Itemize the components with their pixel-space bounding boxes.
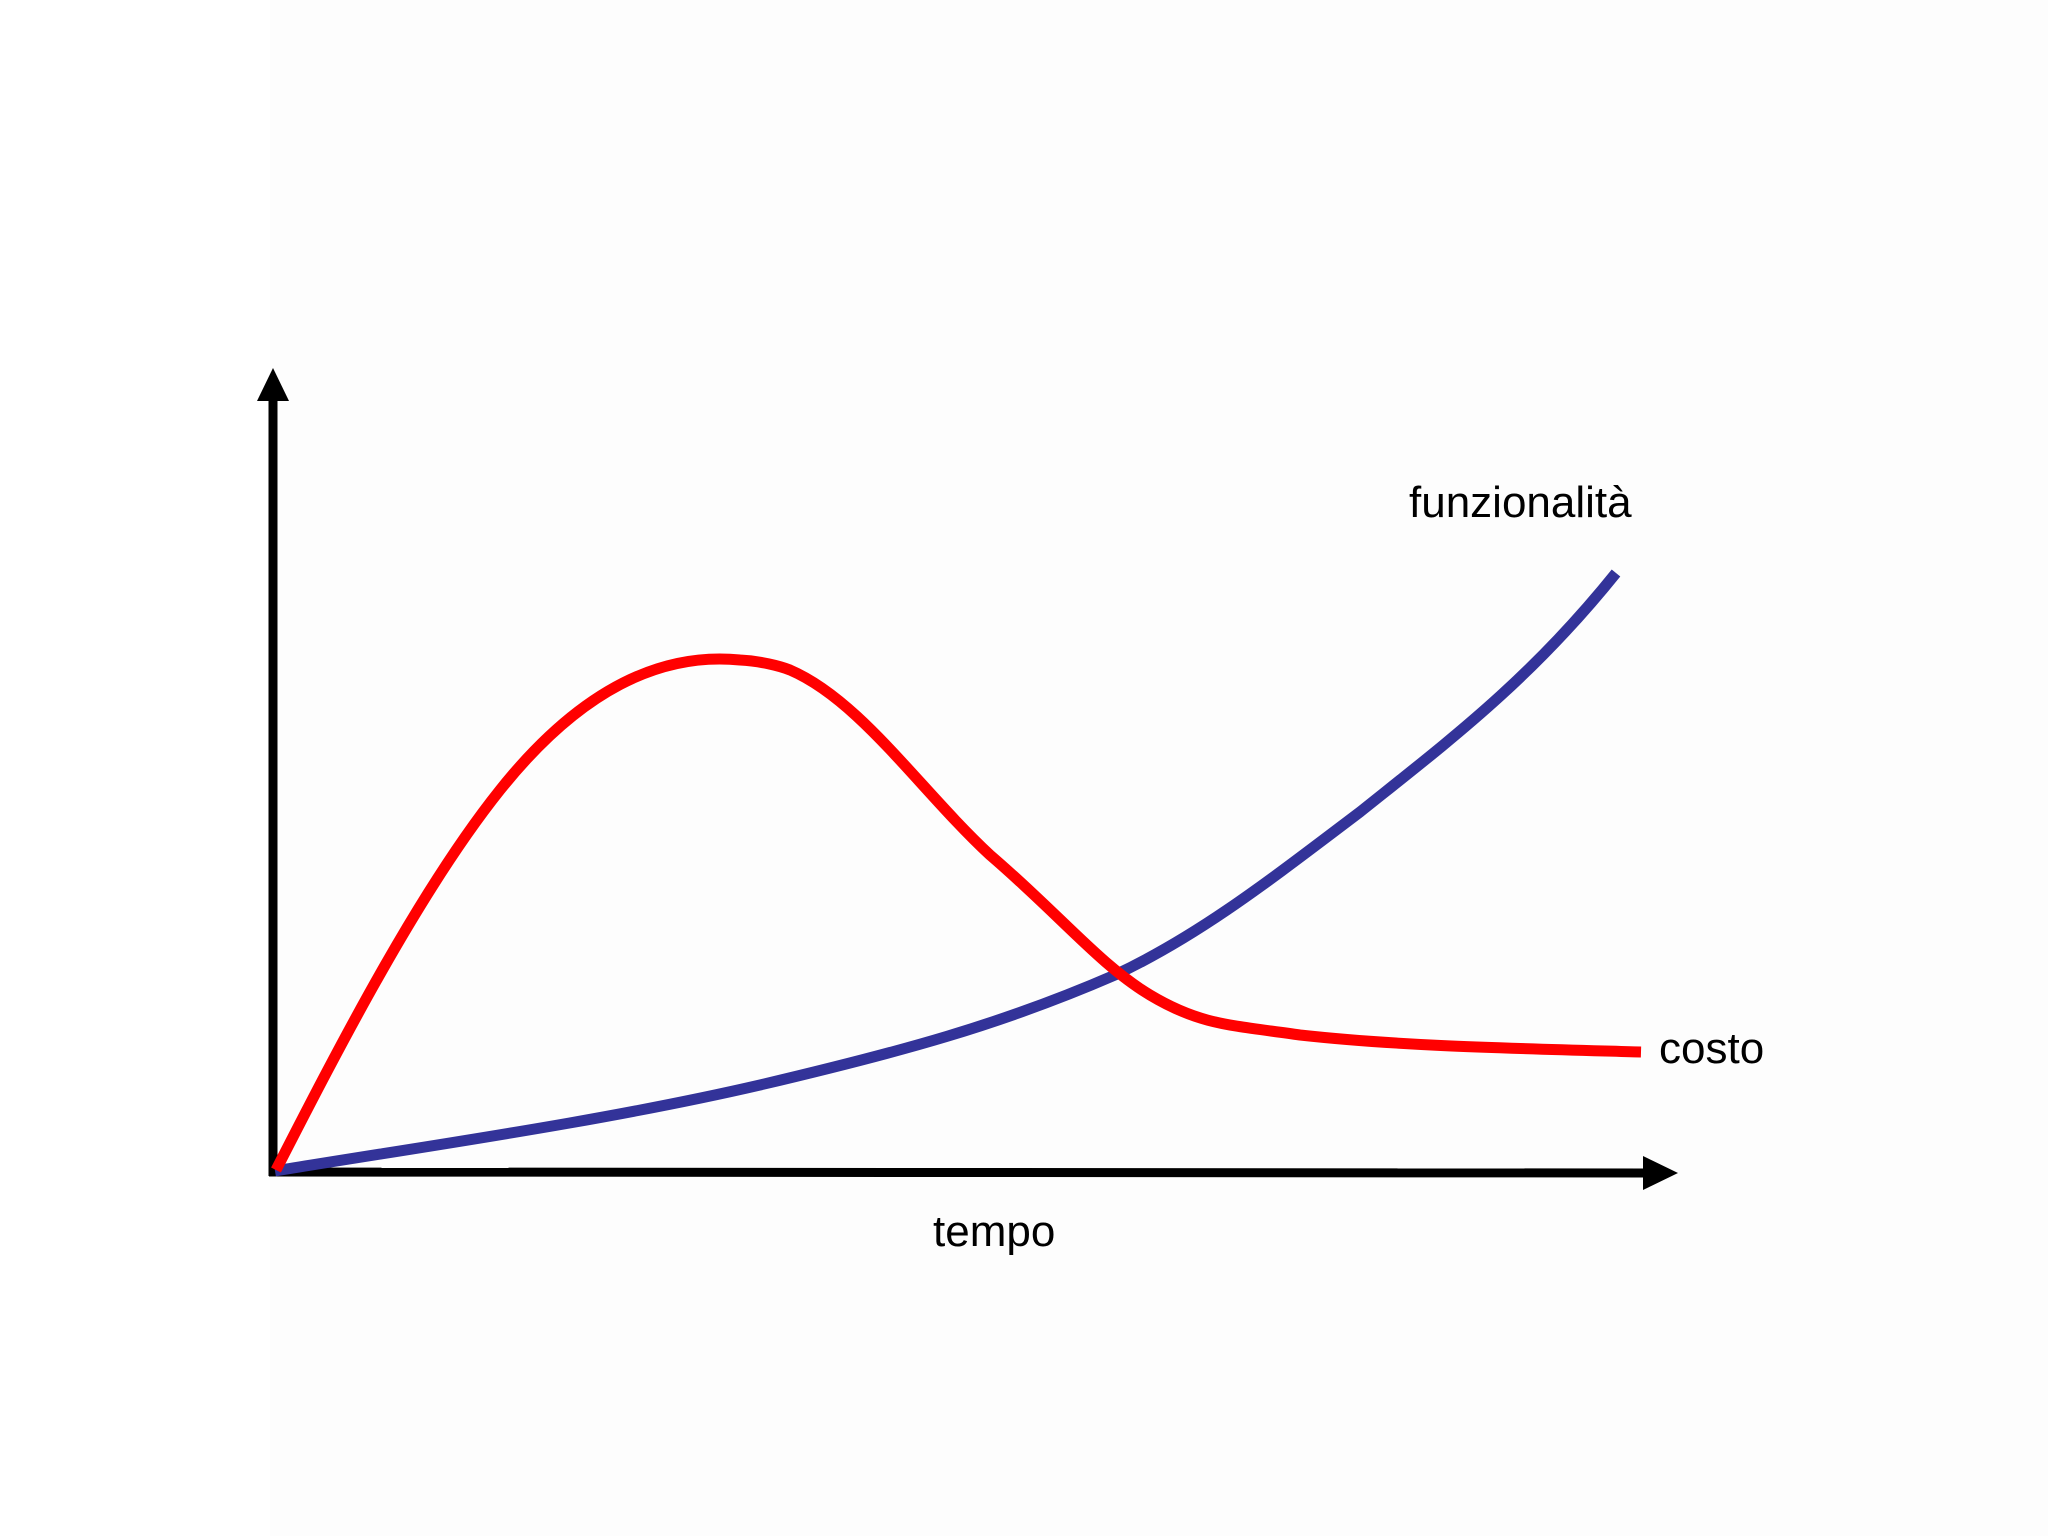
plot-background xyxy=(270,0,2048,1536)
x-axis-arrow-icon xyxy=(1643,1156,1678,1190)
x-axis xyxy=(268,1156,1678,1190)
series-costo-line xyxy=(271,653,1642,1173)
series-label-funzionalita: funzionalità xyxy=(1409,478,1632,527)
series-label-costo: costo xyxy=(1659,1024,1765,1073)
y-axis-arrow-icon xyxy=(257,368,289,401)
y-axis xyxy=(257,368,289,1176)
x-axis-line xyxy=(268,1167,1647,1178)
series-funzionalita-line xyxy=(274,569,1621,1177)
x-axis-label: tempo xyxy=(933,1207,1056,1256)
